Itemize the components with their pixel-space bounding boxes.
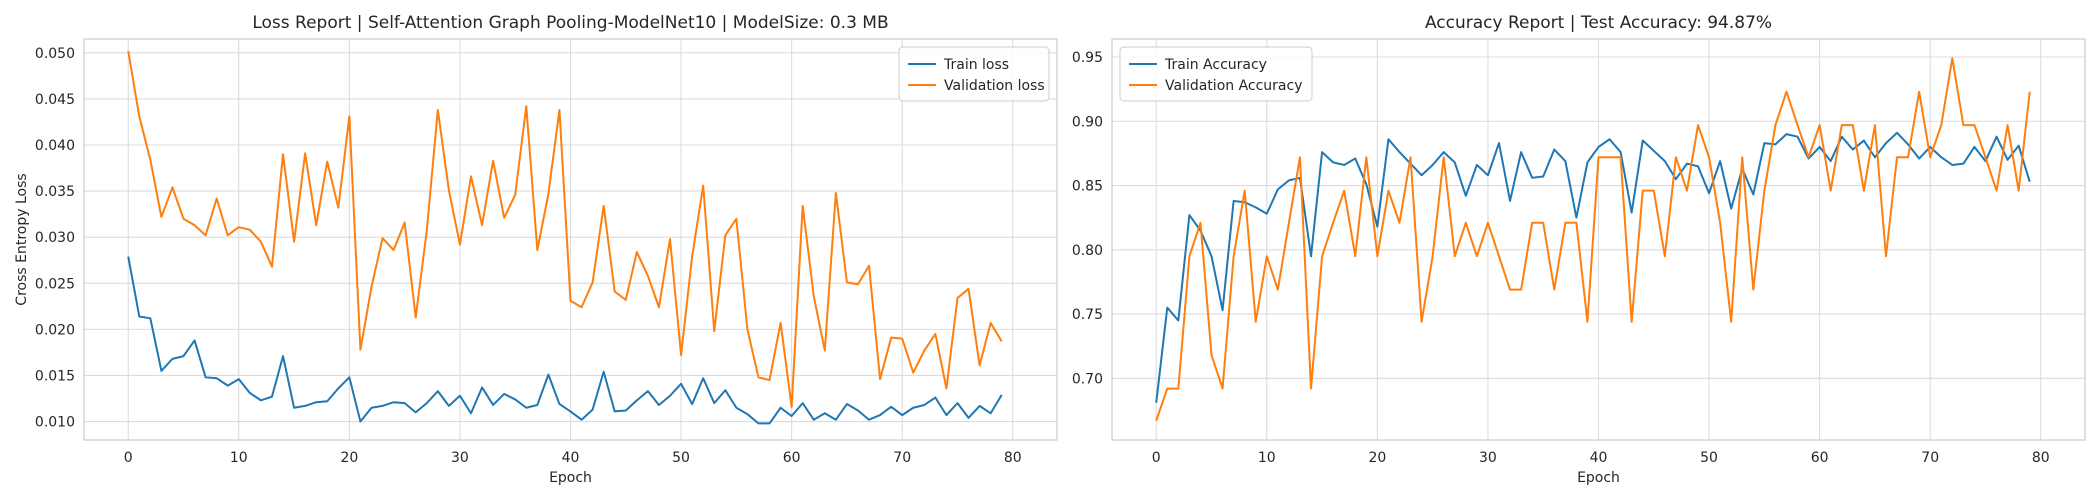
x-tick-label: 10: [230, 450, 248, 466]
x-tick-label: 50: [672, 450, 690, 466]
series-line-validation-accuracy: [1155, 57, 2031, 422]
y-tick-label: 0.025: [35, 276, 75, 292]
legend: Train Accuracy Validation Accuracy: [1119, 46, 1313, 102]
x-tick-label: 70: [1921, 450, 1939, 466]
x-tick-label: 30: [1479, 450, 1497, 466]
x-tick-label: 60: [1811, 450, 1829, 466]
plot-frame: [1111, 38, 2086, 441]
legend-box: [1119, 46, 1313, 102]
y-tick-label: 0.75: [1072, 307, 1103, 323]
x-tick-label: 0: [1152, 450, 1161, 466]
x-tick-label: 70: [893, 450, 911, 466]
accuracy-chart: 0 10 20 30 40 50 60 70 80 0.70 0.75 0.80 0.85 0.90 0.9…: [1072, 13, 2086, 486]
y-tick-label: 0.80: [1072, 243, 1103, 259]
x-tick-label: 80: [1004, 450, 1022, 466]
y-tick-label: 0.040: [35, 138, 75, 154]
x-tick-label: 60: [783, 450, 801, 466]
series-line-train-loss: [127, 256, 1003, 425]
y-tick-label: 0.030: [35, 230, 75, 246]
y-tick-label: 0.90: [1072, 114, 1103, 130]
legend-box: [898, 46, 1050, 102]
x-tick-label: 20: [1368, 450, 1386, 466]
y-tick-label: 0.035: [35, 184, 75, 200]
x-tick-label: 10: [1258, 450, 1276, 466]
legend-label: Validation Accuracy: [1165, 78, 1303, 94]
y-tick-label: 0.020: [35, 322, 75, 338]
legend-label: Validation loss: [944, 78, 1045, 94]
x-tick-label: 80: [2032, 450, 2050, 466]
y-tick-label: 0.70: [1072, 371, 1103, 387]
y-tick-label: 0.95: [1072, 50, 1103, 66]
y-tick-label: 0.015: [35, 368, 75, 384]
legend: Train loss Validation loss: [898, 46, 1050, 102]
series-line-validation-loss: [127, 50, 1003, 408]
plot-frame: [83, 38, 1058, 441]
x-tick-label: 40: [1590, 450, 1608, 466]
y-tick-label: 0.010: [35, 415, 75, 431]
chart-title: Accuracy Report | Test Accuracy: 94.87%: [1425, 13, 1772, 33]
loss-chart: 0 10 20 30 40 50 60 70 80 0.010 0.015 0.020 0.025 0.0…: [14, 13, 1058, 486]
x-axis-label: Epoch: [1577, 470, 1620, 486]
x-tick-label: 0: [124, 450, 133, 466]
x-tick-label: 20: [340, 450, 358, 466]
chart-title: Loss Report | Self-Attention Graph Pooli…: [252, 13, 888, 33]
x-tick-label: 40: [562, 450, 580, 466]
legend-label: Train loss: [943, 57, 1009, 73]
y-tick-label: 0.050: [35, 46, 75, 62]
legend-label: Train Accuracy: [1164, 57, 1267, 73]
x-axis-label: Epoch: [549, 470, 592, 486]
y-axis-label: Cross Entropy Loss: [14, 173, 30, 305]
y-tick-label: 0.045: [35, 92, 75, 108]
x-tick-label: 30: [451, 450, 469, 466]
y-tick-label: 0.85: [1072, 179, 1103, 195]
x-tick-label: 50: [1700, 450, 1718, 466]
